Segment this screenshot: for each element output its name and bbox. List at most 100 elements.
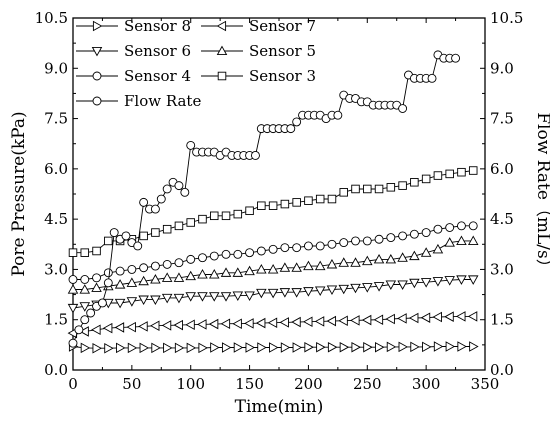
legend-item-sensor-5: Sensor 5	[201, 42, 316, 60]
series-sensor-3	[68, 166, 478, 257]
data-point-flow-rate	[174, 181, 184, 191]
data-point-sensor-3	[363, 184, 372, 194]
data-point-sensor-5	[303, 260, 314, 271]
data-point-sensor-7	[185, 319, 195, 331]
data-point-flow-rate	[68, 338, 78, 348]
data-point-sensor-5	[314, 260, 326, 271]
data-point-sensor-3	[162, 224, 172, 234]
y-tick-label-left: 0.0	[44, 361, 68, 379]
data-point-sensor-7	[79, 326, 89, 337]
data-point-sensor-4	[433, 224, 443, 234]
data-point-sensor-5	[326, 258, 338, 269]
data-point-sensor-3	[151, 228, 160, 237]
legend-marker	[216, 20, 227, 32]
data-point-sensor-7	[420, 312, 431, 323]
data-point-sensor-6	[279, 288, 291, 298]
data-point-flow-rate	[86, 308, 96, 318]
data-point-sensor-3	[92, 246, 101, 256]
data-point-sensor-3	[186, 218, 195, 227]
data-point-sensor-7	[267, 317, 278, 328]
data-point-sensor-3	[198, 214, 207, 224]
data-point-flow-rate	[162, 184, 172, 194]
data-point-sensor-4	[303, 241, 313, 251]
data-point-sensor-5	[373, 253, 385, 264]
legend-item-flow-rate: Flow Rate	[76, 92, 201, 110]
data-point-flow-rate	[451, 53, 461, 63]
data-point-sensor-7	[138, 321, 148, 332]
data-point-sensor-7	[338, 315, 348, 326]
data-point-sensor-3	[327, 194, 337, 204]
data-point-sensor-3	[221, 211, 231, 221]
data-point-sensor-8	[327, 341, 338, 353]
data-point-sensor-3	[104, 236, 113, 246]
data-point-flow-rate	[150, 204, 160, 214]
data-point-sensor-6	[373, 282, 385, 292]
data-point-sensor-4	[221, 249, 231, 259]
data-point-sensor-5	[456, 235, 467, 245]
data-point-sensor-6	[220, 292, 232, 302]
data-point-sensor-8	[163, 342, 173, 354]
series-sensor-5	[67, 235, 479, 294]
y-axis-title-left: Pore Pressure(kPa)	[9, 111, 29, 276]
data-point-sensor-6	[208, 292, 220, 302]
data-point-sensor-7	[244, 318, 254, 329]
data-point-sensor-7	[314, 316, 325, 327]
data-point-sensor-3	[257, 201, 266, 210]
data-point-sensor-5	[350, 257, 361, 267]
y-tick-label-right: 7.5	[490, 110, 514, 128]
data-point-sensor-5	[362, 255, 373, 266]
data-point-sensor-6	[67, 303, 79, 314]
data-point-sensor-7	[456, 311, 466, 322]
data-point-sensor-3	[245, 206, 254, 216]
data-point-sensor-6	[79, 302, 91, 312]
data-point-flow-rate	[292, 117, 302, 127]
data-point-sensor-7	[208, 318, 219, 330]
data-point-sensor-4	[374, 234, 384, 244]
data-point-sensor-8	[151, 342, 161, 354]
y-tick-label-left: 9.0	[44, 59, 68, 77]
data-point-sensor-8	[186, 342, 197, 354]
data-point-sensor-8	[457, 341, 467, 352]
data-point-sensor-8	[245, 342, 255, 353]
data-point-sensor-5	[197, 269, 208, 279]
data-point-flow-rate	[97, 298, 107, 308]
data-point-sensor-7	[303, 316, 313, 327]
data-point-sensor-4	[409, 229, 419, 239]
data-point-sensor-4	[327, 239, 337, 249]
data-point-sensor-3	[80, 248, 90, 257]
data-point-sensor-8	[127, 342, 138, 354]
data-point-sensor-7	[444, 311, 454, 322]
data-point-sensor-8	[422, 341, 432, 353]
data-point-sensor-8	[469, 341, 479, 352]
data-point-sensor-8	[445, 341, 456, 352]
data-point-flow-rate	[333, 110, 343, 120]
data-point-sensor-7	[126, 321, 136, 333]
data-point-sensor-8	[233, 342, 244, 353]
data-point-sensor-7	[326, 315, 337, 327]
data-point-sensor-6	[291, 288, 302, 298]
data-point-sensor-5	[232, 267, 244, 277]
data-point-sensor-3	[457, 167, 466, 177]
data-point-sensor-4	[268, 244, 278, 254]
data-point-sensor-4	[127, 264, 137, 274]
y-tick-label-right: 0.0	[490, 361, 514, 379]
legend-label: Flow Rate	[124, 92, 201, 110]
data-point-sensor-8	[386, 341, 397, 353]
legend-marker	[92, 96, 102, 106]
data-point-sensor-4	[245, 248, 255, 258]
data-point-sensor-7	[102, 322, 113, 334]
data-point-sensor-8	[257, 342, 267, 353]
data-point-sensor-8	[351, 341, 361, 353]
data-point-sensor-4	[174, 258, 184, 268]
legend-label: Sensor 4	[124, 67, 191, 85]
data-point-sensor-5	[244, 265, 255, 276]
data-point-sensor-5	[338, 257, 350, 267]
y-tick-label-right: 9.0	[490, 59, 514, 77]
legend-label: Sensor 8	[124, 17, 191, 35]
data-point-sensor-4	[445, 223, 455, 232]
data-point-sensor-4	[139, 263, 149, 273]
x-axis-title: Time(min)	[235, 397, 324, 417]
legend-marker	[217, 71, 227, 81]
data-point-sensor-5	[208, 269, 220, 279]
data-point-sensor-8	[210, 342, 220, 353]
